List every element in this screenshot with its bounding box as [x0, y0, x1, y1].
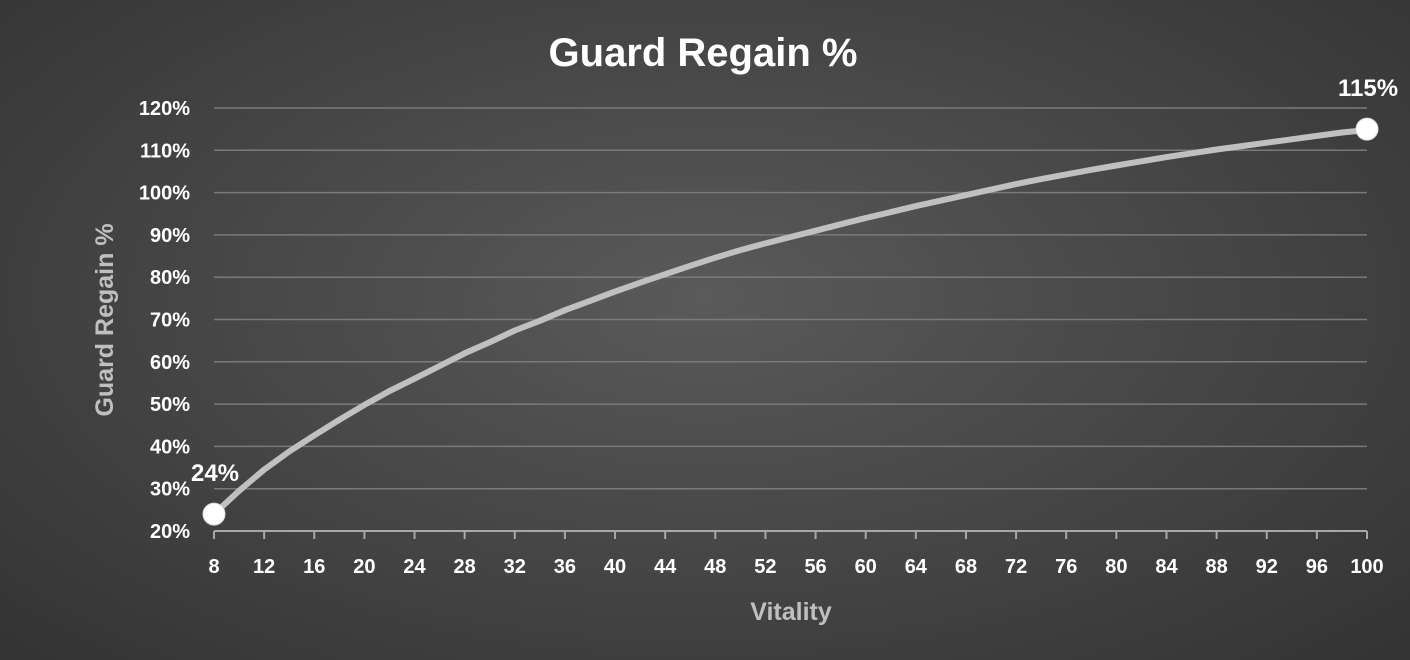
y-axis-label: Guard Regain %: [91, 223, 119, 416]
x-tick-label: 64: [905, 556, 928, 578]
x-tick-label: 76: [1055, 556, 1077, 578]
x-tick-label: 60: [855, 556, 877, 578]
y-tick-label: 90%: [150, 225, 190, 247]
x-tick-label: 56: [804, 556, 826, 578]
y-tick-label: 40%: [150, 436, 190, 458]
x-tick-label: 24: [403, 556, 426, 578]
x-tick-label: 84: [1155, 556, 1178, 578]
y-tick-label: 30%: [150, 479, 190, 501]
x-tick-label: 32: [504, 556, 526, 578]
data-label: 115%: [1338, 75, 1398, 102]
y-tick-label: 110%: [140, 140, 190, 162]
x-tick-label: 20: [353, 556, 375, 578]
data-point-marker: [1355, 117, 1379, 141]
x-tick-label: 44: [654, 556, 677, 578]
gridlines: [214, 107, 1367, 490]
x-tick-label: 92: [1256, 556, 1278, 578]
data-label: 24%: [191, 460, 239, 487]
x-tick-label: 48: [704, 556, 726, 578]
x-tick-label: 72: [1005, 556, 1027, 578]
x-tick-label: 28: [454, 556, 476, 578]
chart-title: Guard Regain %: [549, 31, 858, 75]
x-tick-label: 96: [1306, 556, 1328, 578]
series-line: [211, 127, 1370, 518]
x-tick-label: 100: [1350, 556, 1383, 578]
y-tick-label: 60%: [150, 352, 190, 374]
x-axis-ticks: 8 12 16 20 24 28 32 36 40 44 48 52 56 60 64 68 72 76 80 84 8…: [208, 531, 1384, 578]
y-tick-label: 80%: [150, 267, 190, 289]
x-tick-label: 68: [955, 556, 977, 578]
x-tick-label: 8: [208, 556, 219, 578]
y-tick-label: 120%: [139, 98, 190, 120]
x-tick-label: 40: [604, 556, 626, 578]
x-axis-label: Vitality: [750, 598, 832, 626]
x-tick-label: 12: [253, 556, 275, 578]
y-axis-ticks: 20% 30% 40% 50% 60% 70% 80% 90% 100% 110% 120%: [139, 98, 190, 543]
x-tick-label: 80: [1105, 556, 1127, 578]
y-tick-label: 70%: [150, 310, 190, 332]
x-tick-label: 52: [754, 556, 776, 578]
x-tick-label: 36: [554, 556, 576, 578]
y-tick-label: 20%: [150, 521, 190, 543]
x-tick-label: 16: [303, 556, 325, 578]
data-point-marker: [202, 502, 226, 526]
data-labels: 24% 115%: [191, 75, 1398, 526]
y-tick-label: 50%: [150, 394, 190, 416]
series: [211, 127, 1370, 518]
y-tick-label: 100%: [139, 183, 190, 205]
x-tick-label: 88: [1205, 556, 1227, 578]
